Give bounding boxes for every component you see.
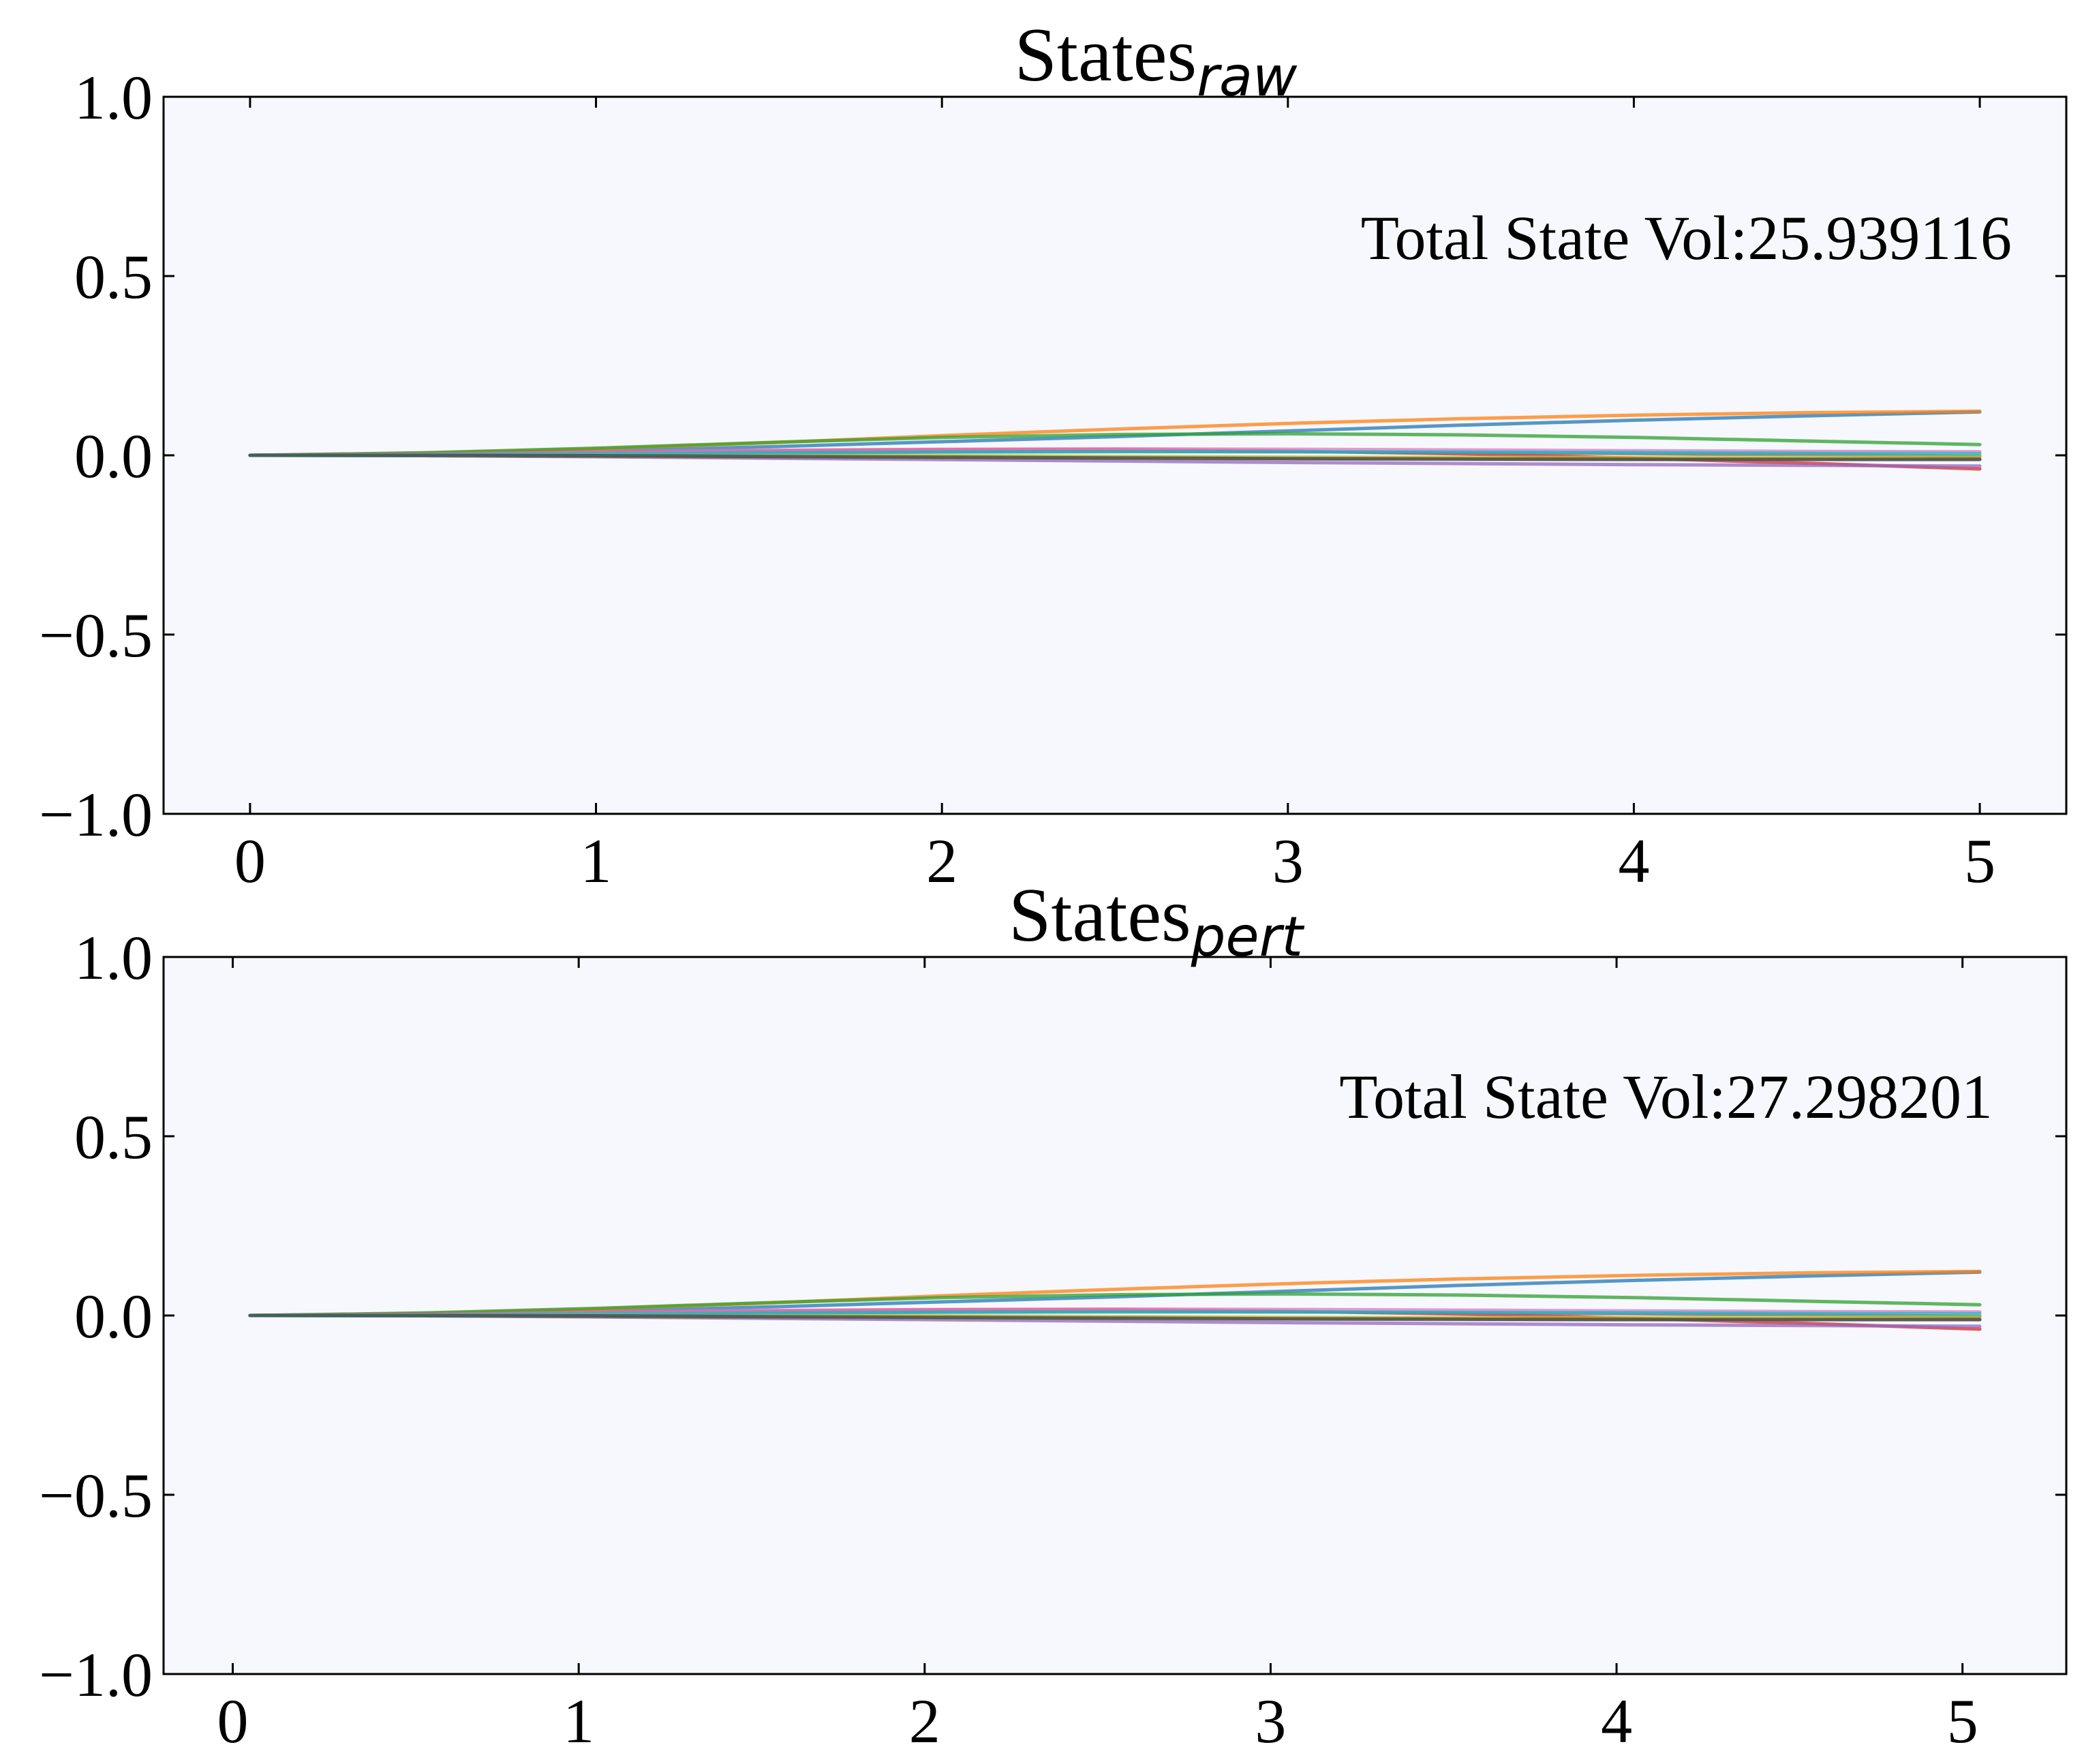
y-tick-label: 0.5 xyxy=(74,1102,153,1172)
total-state-vol-annotation: Total State Vol:27.298201 xyxy=(1339,1062,1993,1131)
chart-title: Statespert xyxy=(1009,873,1304,969)
subplot-1: 0 1 2 3 4 5 1.0 0.5 0.0 −0.5 −1.0 Statesraw Total St… xyxy=(39,13,2068,896)
y-tick-label: −0.5 xyxy=(39,1461,153,1530)
series-line-11 xyxy=(248,1313,1982,1322)
y-tick-label: 0.0 xyxy=(74,1281,153,1351)
subplot-2: 0 1 2 3 4 5 1.0 0.5 0.0 −0.5 −1.0 Statespert Total S… xyxy=(39,873,2068,1756)
y-tick-label: 0.5 xyxy=(74,242,153,311)
chart-title: Statesraw xyxy=(1015,13,1298,108)
x-tick-label: 5 xyxy=(1964,826,1995,896)
x-tick-label: 4 xyxy=(1618,826,1649,896)
x-tick-label: 3 xyxy=(1272,826,1304,896)
x-tick-label: 4 xyxy=(1601,1686,1632,1756)
x-tick-label: 0 xyxy=(234,826,266,896)
y-tick-label: 0.0 xyxy=(74,421,153,491)
x-tick-label: 2 xyxy=(926,826,957,896)
y-tick-label: 1.0 xyxy=(74,63,153,132)
y-tick-label: −1.0 xyxy=(39,780,153,849)
x-tick-label: 3 xyxy=(1255,1686,1286,1756)
total-state-vol-annotation: Total State Vol:25.939116 xyxy=(1361,203,2012,273)
x-tick-label: 0 xyxy=(217,1686,249,1756)
series-line-11 xyxy=(248,453,1982,461)
y-tick-label: −1.0 xyxy=(39,1640,153,1709)
chart-title-main: States xyxy=(1015,13,1197,97)
series-line-3 xyxy=(248,1292,1982,1318)
y-tick-label: 1.0 xyxy=(74,923,153,992)
x-tick-label: 1 xyxy=(563,1686,594,1756)
y-tick-label: −0.5 xyxy=(39,600,153,670)
x-tick-label: 1 xyxy=(581,826,612,896)
x-tick-label: 5 xyxy=(1947,1686,1978,1756)
chart-title-subscript: raw xyxy=(1197,45,1298,108)
series-line-3 xyxy=(248,431,1982,457)
chart-title-subscript: pert xyxy=(1191,905,1305,969)
x-tick-label: 2 xyxy=(909,1686,940,1756)
chart-title-main: States xyxy=(1009,873,1191,958)
